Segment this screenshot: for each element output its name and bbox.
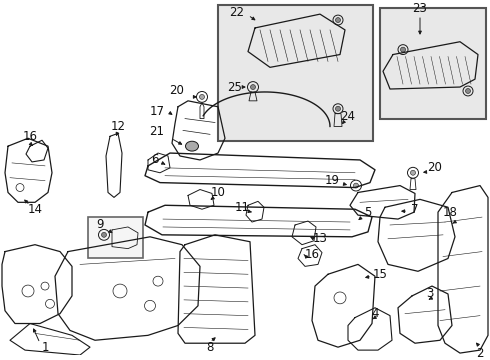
Text: 5: 5 bbox=[364, 206, 372, 219]
Text: 25: 25 bbox=[227, 81, 243, 94]
Text: 6: 6 bbox=[151, 153, 159, 166]
Circle shape bbox=[400, 47, 406, 52]
Circle shape bbox=[411, 170, 416, 175]
Text: 8: 8 bbox=[206, 341, 214, 354]
Text: 7: 7 bbox=[411, 203, 419, 216]
Text: 15: 15 bbox=[372, 268, 388, 281]
Text: 12: 12 bbox=[111, 120, 125, 133]
Text: 17: 17 bbox=[149, 105, 165, 118]
Circle shape bbox=[101, 232, 106, 237]
Text: 4: 4 bbox=[371, 307, 379, 320]
Text: 18: 18 bbox=[442, 206, 458, 219]
Text: 24: 24 bbox=[341, 110, 356, 123]
Text: 1: 1 bbox=[41, 341, 49, 354]
Text: 22: 22 bbox=[229, 6, 245, 19]
Circle shape bbox=[353, 183, 359, 188]
Text: 16: 16 bbox=[23, 130, 38, 143]
Text: 23: 23 bbox=[413, 2, 427, 15]
Text: 9: 9 bbox=[96, 219, 104, 231]
Text: 16: 16 bbox=[304, 248, 319, 261]
Circle shape bbox=[250, 85, 255, 90]
Text: 14: 14 bbox=[27, 203, 43, 216]
Text: 3: 3 bbox=[426, 287, 434, 301]
Bar bbox=[88, 217, 143, 258]
Text: 2: 2 bbox=[476, 347, 484, 360]
Bar bbox=[380, 8, 486, 118]
Text: 20: 20 bbox=[170, 85, 184, 98]
Circle shape bbox=[336, 106, 341, 111]
Circle shape bbox=[466, 89, 470, 94]
Circle shape bbox=[336, 18, 341, 23]
Ellipse shape bbox=[186, 141, 198, 151]
Text: 19: 19 bbox=[324, 174, 340, 187]
Text: 13: 13 bbox=[313, 232, 327, 245]
Text: 11: 11 bbox=[235, 201, 249, 214]
Bar bbox=[218, 5, 373, 141]
Text: 21: 21 bbox=[149, 125, 165, 138]
Text: 20: 20 bbox=[428, 161, 442, 174]
Circle shape bbox=[199, 94, 204, 99]
Text: 10: 10 bbox=[211, 186, 225, 199]
